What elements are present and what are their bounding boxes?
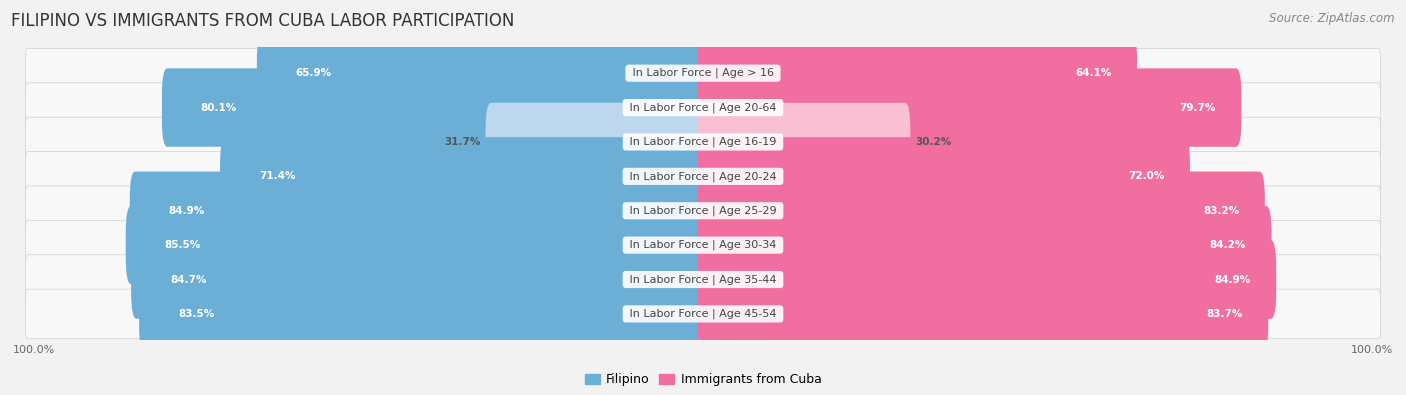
FancyBboxPatch shape [25, 83, 1381, 132]
Text: 84.7%: 84.7% [170, 275, 207, 284]
FancyBboxPatch shape [697, 34, 1137, 113]
FancyBboxPatch shape [25, 49, 1381, 98]
Text: 80.1%: 80.1% [201, 103, 238, 113]
Text: 31.7%: 31.7% [444, 137, 481, 147]
Text: In Labor Force | Age 25-29: In Labor Force | Age 25-29 [626, 205, 780, 216]
FancyBboxPatch shape [485, 103, 709, 181]
FancyBboxPatch shape [697, 68, 1241, 147]
Legend: Filipino, Immigrants from Cuba: Filipino, Immigrants from Cuba [585, 373, 821, 386]
Text: In Labor Force | Age > 16: In Labor Force | Age > 16 [628, 68, 778, 79]
Text: 83.5%: 83.5% [179, 309, 214, 319]
Text: 85.5%: 85.5% [165, 240, 201, 250]
Text: 64.1%: 64.1% [1076, 68, 1112, 78]
FancyBboxPatch shape [139, 275, 709, 353]
FancyBboxPatch shape [131, 240, 709, 319]
FancyBboxPatch shape [697, 103, 910, 181]
FancyBboxPatch shape [25, 220, 1381, 270]
FancyBboxPatch shape [162, 68, 709, 147]
Text: 84.9%: 84.9% [169, 206, 205, 216]
Text: In Labor Force | Age 35-44: In Labor Force | Age 35-44 [626, 274, 780, 285]
Text: In Labor Force | Age 16-19: In Labor Force | Age 16-19 [626, 137, 780, 147]
FancyBboxPatch shape [129, 171, 709, 250]
Text: 30.2%: 30.2% [915, 137, 952, 147]
FancyBboxPatch shape [697, 171, 1265, 250]
FancyBboxPatch shape [697, 206, 1271, 284]
Text: 84.9%: 84.9% [1215, 275, 1251, 284]
FancyBboxPatch shape [697, 240, 1277, 319]
Text: FILIPINO VS IMMIGRANTS FROM CUBA LABOR PARTICIPATION: FILIPINO VS IMMIGRANTS FROM CUBA LABOR P… [11, 12, 515, 30]
FancyBboxPatch shape [257, 34, 709, 113]
FancyBboxPatch shape [25, 186, 1381, 235]
Text: 72.0%: 72.0% [1128, 171, 1164, 181]
Text: Source: ZipAtlas.com: Source: ZipAtlas.com [1270, 12, 1395, 25]
FancyBboxPatch shape [697, 275, 1268, 353]
FancyBboxPatch shape [125, 206, 709, 284]
Text: 84.2%: 84.2% [1209, 240, 1246, 250]
Text: 79.7%: 79.7% [1180, 103, 1216, 113]
Text: In Labor Force | Age 45-54: In Labor Force | Age 45-54 [626, 308, 780, 319]
FancyBboxPatch shape [25, 289, 1381, 339]
FancyBboxPatch shape [697, 137, 1189, 216]
Text: 71.4%: 71.4% [259, 171, 295, 181]
FancyBboxPatch shape [25, 117, 1381, 167]
Text: In Labor Force | Age 20-24: In Labor Force | Age 20-24 [626, 171, 780, 182]
Text: 83.7%: 83.7% [1206, 309, 1243, 319]
Text: 65.9%: 65.9% [295, 68, 332, 78]
FancyBboxPatch shape [221, 137, 709, 216]
FancyBboxPatch shape [25, 255, 1381, 304]
Text: In Labor Force | Age 20-64: In Labor Force | Age 20-64 [626, 102, 780, 113]
Text: In Labor Force | Age 30-34: In Labor Force | Age 30-34 [626, 240, 780, 250]
Text: 83.2%: 83.2% [1204, 206, 1240, 216]
FancyBboxPatch shape [25, 152, 1381, 201]
